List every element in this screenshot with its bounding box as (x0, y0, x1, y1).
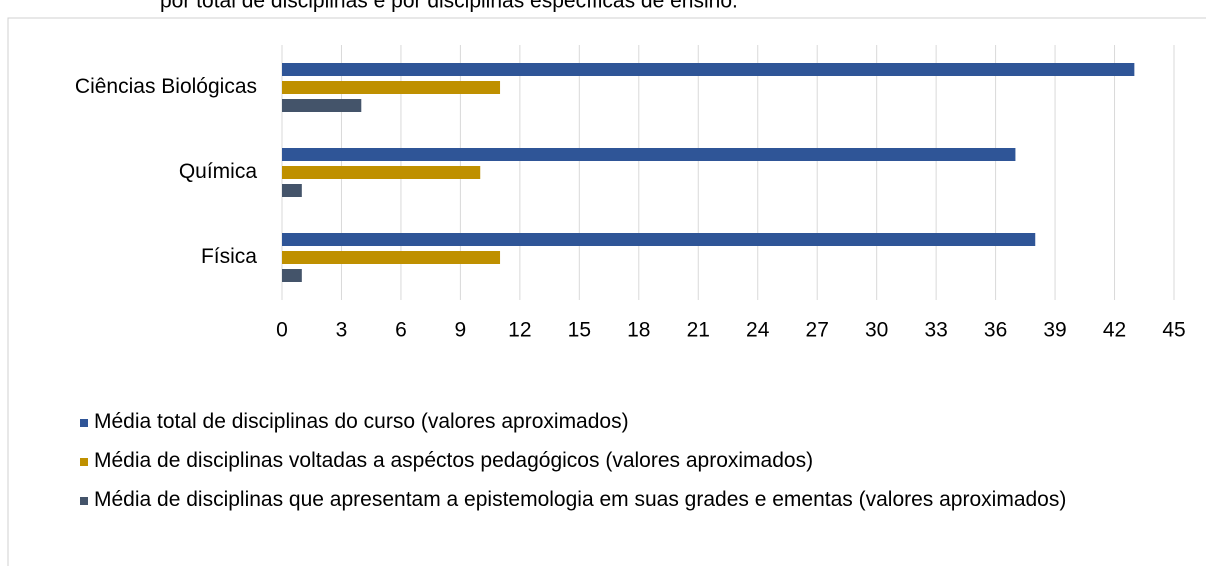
bar (282, 233, 1036, 246)
x-tick-label: 9 (455, 319, 467, 342)
bar (282, 148, 1016, 161)
x-tick-label: 27 (806, 319, 829, 342)
x-tick-label: 15 (568, 319, 591, 342)
chart-frame (7, 17, 1206, 566)
x-tick-label: 36 (984, 319, 1007, 342)
bar (282, 166, 481, 179)
x-tick-label: 6 (395, 319, 407, 342)
x-tick-label: 18 (627, 319, 650, 342)
x-tick-label: 21 (687, 319, 710, 342)
legend: Média total de disciplinas do curso (val… (80, 410, 1190, 527)
x-tick-label: 45 (1162, 319, 1185, 342)
legend-swatch (80, 458, 88, 466)
x-tick-label: 12 (508, 319, 531, 342)
y-tick-label: Química (179, 160, 258, 183)
bar (282, 81, 501, 94)
bar (282, 269, 302, 282)
bar (282, 251, 501, 264)
y-tick-label: Ciências Biológicas (75, 75, 257, 98)
x-tick-label: 0 (276, 319, 288, 342)
x-tick-label: 24 (746, 319, 770, 342)
legend-item: Média de disciplinas voltadas a aspéctos… (80, 449, 1190, 473)
bar (282, 184, 302, 197)
legend-swatch (80, 497, 88, 505)
bar (282, 99, 362, 112)
legend-label: Média total de disciplinas do curso (val… (94, 410, 629, 433)
bar (282, 63, 1135, 76)
chart-title: por total de disciplinas e por disciplin… (160, 0, 738, 13)
x-tick-label: 42 (1103, 319, 1126, 342)
legend-swatch (80, 419, 88, 427)
legend-label: Média de disciplinas que apresentam a ep… (94, 488, 1067, 511)
legend-item: Média de disciplinas que apresentam a ep… (80, 488, 1190, 512)
x-tick-label: 30 (865, 319, 888, 342)
x-tick-label: 3 (336, 319, 348, 342)
x-tick-label: 33 (924, 319, 947, 342)
legend-item: Média total de disciplinas do curso (val… (80, 410, 1190, 434)
x-tick-label: 39 (1043, 319, 1066, 342)
legend-label: Média de disciplinas voltadas a aspéctos… (94, 449, 814, 472)
y-tick-label: Física (201, 245, 257, 268)
